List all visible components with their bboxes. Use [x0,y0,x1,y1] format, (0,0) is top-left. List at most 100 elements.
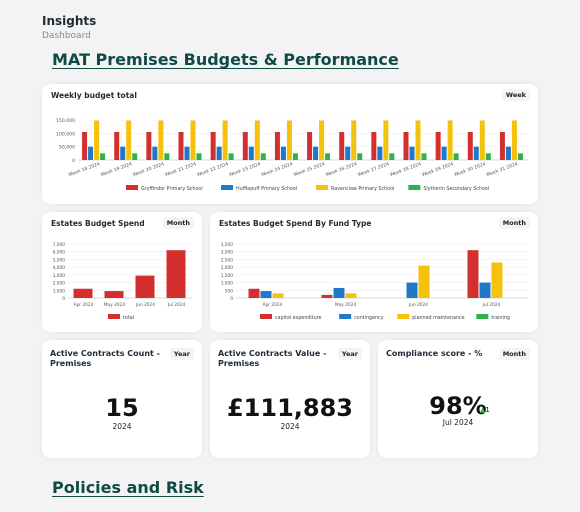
breadcrumb[interactable]: Dashboard [42,31,91,41]
bar-hufflepuff-primary-school [313,146,319,160]
estates-budget-card: Estates Budget Spend Month 7,000 6,000 5,0… [42,212,202,332]
period-filter-button[interactable]: Year [337,348,362,360]
legend-label: Gryffindor Primary School [141,186,203,192]
bar-slytherin-secondary-school [453,153,459,160]
legend-label: Hufflepuff Primary School [236,186,297,192]
bar-slytherin-secondary-school [100,153,106,160]
kpi-value: 15 [105,394,139,422]
kpi-title: Active Contracts Count - Premises [50,349,160,368]
bar-slytherin-secondary-school [357,153,363,160]
x-tick-label: Week 24 2024 [261,161,294,178]
x-tick-label: Week 19 2024 [100,161,133,178]
legend-swatch [221,185,233,190]
period-filter-button[interactable]: Month [162,217,194,229]
bar-hufflepuff-primary-school [216,146,222,160]
bar-gryffindor-primary-school [178,132,184,160]
kpi-delta: ▲1 [480,406,490,414]
bar-capital-expenditure [248,288,260,298]
kpi-subtitle: Jul 2024 [442,418,474,427]
kpi-title: Active Contracts Value - Premises [218,349,327,368]
y-tick-label: 1,000 [53,288,66,294]
legend-swatch [339,314,352,319]
legend-label: contingency [354,315,384,321]
kpi-card-compliance: Compliance score - % Month 98% ▲1 Jul 20… [378,340,538,458]
period-filter-button[interactable]: Month [498,348,530,360]
bar-gryffindor-primary-school [210,132,216,160]
y-tick-label: 1,500 [221,273,234,279]
bar-ravenclaw-primary-school [222,120,228,160]
x-tick-label: Apr 2024 [74,302,94,308]
y-tick-label: 2,500 [221,257,234,263]
bar-hufflepuff-primary-school [184,146,190,160]
y-tick-label: 4,000 [53,265,66,271]
x-tick-label: Week 30 2024 [453,161,486,178]
y-tick-label: 50,000 [59,145,75,151]
bar-slytherin-secondary-school [325,153,331,160]
kpi-card-contracts-count: Active Contracts Count - Premises Year 1… [42,340,202,458]
bar-gryffindor-primary-school [371,132,377,160]
bar-planned-maintenance [272,293,284,298]
legend-swatch [397,314,410,319]
bar-gryffindor-primary-school [114,132,120,160]
y-tick-label: 0 [72,158,75,164]
x-tick-label: Jul 2024 [482,302,501,308]
x-tick-label: May 2024 [104,302,125,308]
y-tick-label: 0 [230,296,233,302]
bar-hufflepuff-primary-school [120,146,126,160]
legend-label: capital expenditure [275,315,322,321]
bar-slytherin-secondary-school [485,153,491,160]
x-tick-label: Week 29 2024 [421,161,454,178]
bar-slytherin-secondary-school [196,153,202,160]
kpi-subtitle: 2024 [112,422,132,431]
y-tick-label: 500 [225,288,233,294]
kpi-value: 98% [429,392,487,420]
bar-hufflepuff-primary-school [473,146,479,160]
bar-total [166,250,186,298]
x-tick-label: Apr 2024 [263,302,283,308]
bar-total [135,275,155,298]
section-title-budgets: MAT Premises Budgets & Performance [52,50,399,69]
bar-gryffindor-primary-school [403,132,409,160]
bar-slytherin-secondary-school [517,153,523,160]
legend-label: training [491,315,510,321]
bar-capital-expenditure [321,294,333,298]
y-tick-label: 2,000 [53,281,66,287]
y-tick-label: 3,000 [53,273,66,279]
bar-total [104,291,124,298]
legend-label: planned maintenance [412,315,464,321]
x-tick-label: Week 21 2024 [164,161,197,178]
x-tick-label: Jul 2024 [167,302,186,308]
bar-ravenclaw-primary-school [479,120,485,160]
legend-swatch [316,185,328,190]
kpi-title: Compliance score - % [386,349,483,358]
bar-ravenclaw-primary-school [447,120,453,160]
weekly-budget-card: Weekly budget total Week 150,000 100,000 5… [42,84,538,204]
kpi-card-contracts-value: Active Contracts Value - Premises Year £… [210,340,370,458]
period-filter-button[interactable]: Week [501,89,530,101]
bar-hufflepuff-primary-school [441,146,447,160]
legend-swatch [408,185,421,190]
x-tick-label: Jun 2024 [408,302,428,308]
card-title: Estates Budget Spend [51,219,145,228]
bar-ravenclaw-primary-school [415,120,421,160]
legend-label: Ravenclaw Primary School [331,186,394,192]
kpi-value: £111,883 [226,394,353,422]
period-filter-button[interactable]: Year [169,348,194,360]
kpi-delta-value: 1 [485,406,490,414]
bar-ravenclaw-primary-school [158,120,164,160]
bar-gryffindor-primary-school [499,132,505,160]
bar-capital-expenditure [467,250,479,298]
bar-total [73,288,93,298]
y-tick-label: 3,500 [221,242,234,248]
bar-hufflepuff-primary-school [409,146,415,160]
bar-gryffindor-primary-school [467,132,473,160]
legend-swatch [108,314,120,319]
y-tick-label: 0 [62,296,65,302]
bar-ravenclaw-primary-school [190,120,196,160]
x-tick-label: Week 31 2024 [486,161,519,178]
bar-ravenclaw-primary-school [511,120,517,160]
bar-gryffindor-primary-school [82,132,88,160]
period-filter-button[interactable]: Month [498,217,530,229]
bar-hufflepuff-primary-school [152,146,158,160]
